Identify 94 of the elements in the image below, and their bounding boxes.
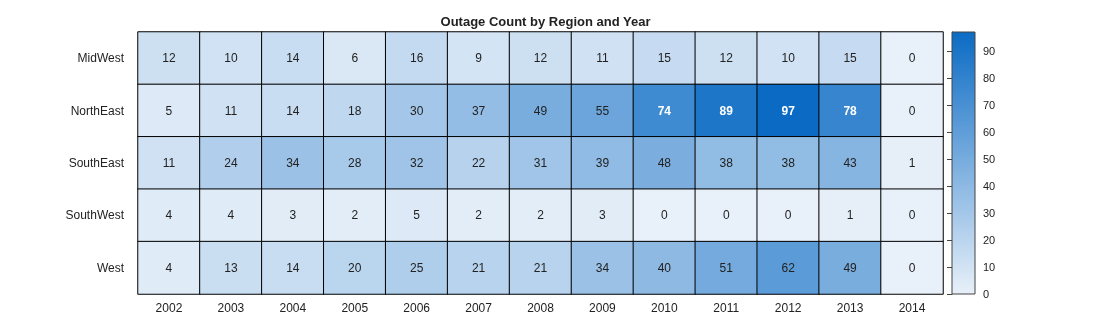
x-tick-label: 2013 — [836, 301, 864, 315]
color-bar-label: 50 — [983, 152, 996, 165]
data-label: 4 — [165, 260, 173, 275]
x-tick-label: 2012 — [774, 301, 802, 315]
data-label: 21 — [533, 260, 548, 275]
data-label: 11 — [596, 51, 609, 66]
data-label: 21 — [471, 260, 486, 275]
color-bar-label: 0 — [983, 288, 990, 300]
data-label: 2 — [351, 208, 359, 223]
data-label: 34 — [286, 156, 300, 170]
data-label: 30 — [409, 103, 424, 118]
data-label: 20 — [348, 260, 362, 275]
data-label: 0 — [784, 208, 792, 223]
data-label: 3 — [599, 208, 607, 223]
data-label: 38 — [719, 156, 734, 170]
x-tick-label: 2004 — [279, 301, 307, 315]
data-label: 2 — [537, 208, 545, 223]
data-label: 49 — [533, 103, 548, 118]
data-label: 0 — [722, 208, 730, 223]
data-label: 34 — [595, 260, 610, 275]
y-tick-label: MidWest — [77, 51, 125, 66]
y-tick-label: NorthEast — [70, 103, 125, 118]
x-tick-label: 2009 — [589, 301, 617, 315]
color-bar-label: 90 — [983, 44, 996, 57]
data-label: 31 — [533, 156, 548, 170]
color-bar-label: 10 — [983, 260, 996, 273]
data-label: 5 — [413, 208, 421, 223]
x-tick-label: 2008 — [527, 301, 555, 315]
x-tick-label: 2002 — [155, 301, 183, 315]
data-label: 78 — [843, 103, 858, 118]
data-label: 38 — [781, 156, 796, 170]
data-label: 1 — [908, 156, 916, 170]
data-label: 49 — [843, 260, 858, 275]
data-label: 43 — [843, 156, 858, 170]
data-label: 25 — [409, 260, 424, 275]
data-label: 13 — [224, 260, 238, 275]
data-label: 0 — [908, 103, 916, 118]
data-label: 55 — [595, 103, 610, 118]
data-label: 10 — [224, 51, 238, 66]
data-label: 10 — [781, 51, 796, 66]
data-label: 37 — [471, 103, 486, 118]
color-bar-label: 60 — [983, 125, 996, 138]
data-label: 4 — [227, 208, 235, 223]
color-bar-label: 30 — [983, 206, 996, 219]
chart-title: Outage Count by Region and Year — [440, 14, 651, 29]
data-label: 14 — [286, 260, 300, 275]
data-label: 14 — [286, 103, 300, 118]
data-label: 9 — [475, 51, 483, 66]
data-label: 3 — [289, 208, 297, 223]
data-label: 12 — [719, 51, 734, 66]
data-label: 11 — [162, 156, 176, 170]
data-label: 6 — [351, 51, 359, 66]
color-bar-label: 80 — [983, 71, 996, 84]
data-label: 51 — [719, 260, 734, 275]
color-bar-label: 20 — [983, 233, 996, 246]
color-bar-label: 70 — [983, 98, 996, 111]
data-label: 12 — [533, 51, 548, 66]
data-label: 22 — [471, 156, 486, 170]
data-label: 16 — [409, 51, 424, 66]
data-label: 48 — [657, 156, 672, 170]
x-tick-label: 2014 — [898, 301, 926, 315]
data-label: 89 — [719, 103, 734, 118]
color-bar-label: 40 — [983, 179, 996, 192]
data-label: 11 — [224, 103, 238, 118]
x-tick-label: 2010 — [650, 301, 679, 315]
data-label: 4 — [165, 208, 173, 223]
data-label: 32 — [409, 156, 424, 170]
data-label: 74 — [657, 103, 672, 118]
y-tick-label: SouthEast — [68, 156, 125, 170]
data-label: 28 — [348, 156, 362, 170]
data-label: 0 — [908, 260, 916, 275]
data-label: 12 — [162, 51, 176, 66]
data-label: 5 — [165, 103, 173, 118]
data-label: 15 — [843, 51, 858, 66]
data-label: 0 — [661, 208, 668, 223]
data-label: 14 — [286, 51, 300, 66]
data-label: 18 — [348, 103, 362, 118]
data-label: 0 — [908, 51, 916, 66]
data-label: 97 — [781, 103, 796, 118]
data-label: 24 — [224, 156, 238, 170]
x-tick-label: 2006 — [403, 301, 431, 315]
x-tick-label: 2011 — [713, 301, 740, 315]
data-label: 0 — [908, 208, 916, 223]
y-tick-label: SouthWest — [65, 208, 125, 223]
data-label: 39 — [595, 156, 610, 170]
data-label: 62 — [781, 260, 796, 275]
data-label: 40 — [657, 260, 672, 275]
data-label: 1 — [846, 208, 854, 223]
data-label: 15 — [657, 51, 672, 66]
data-label: 2 — [475, 208, 483, 223]
y-tick-label: West — [96, 260, 125, 275]
x-tick-label: 2005 — [341, 301, 369, 315]
x-tick-label: 2003 — [217, 301, 245, 315]
x-tick-label: 2007 — [465, 301, 493, 315]
